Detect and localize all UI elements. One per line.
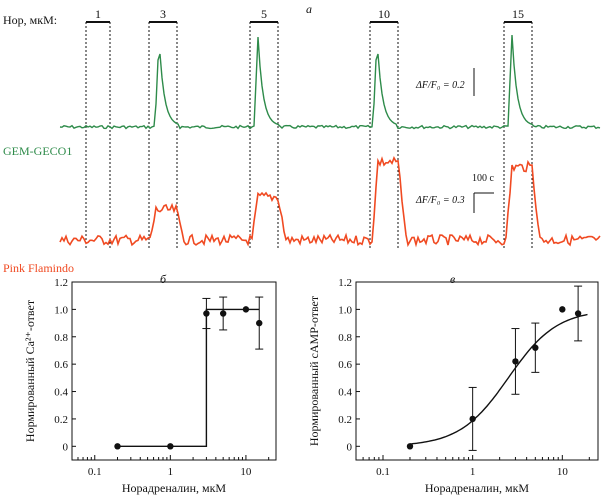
y-tick-label: 0.2 [54, 414, 68, 426]
x-axis-label: Норадреналин, мкМ [122, 481, 227, 495]
stimulus-label: 10 [378, 7, 390, 21]
data-point [219, 310, 227, 317]
data-point [256, 319, 263, 327]
pink-flamindo-label: Pink Flamindo [3, 261, 74, 275]
fit-curve [409, 313, 588, 445]
plot-frame [355, 281, 599, 461]
pink-flamindo-trace [59, 155, 601, 248]
data-point [406, 443, 414, 450]
data-point [574, 310, 582, 317]
scale-time-label: 100 с [472, 173, 495, 184]
y-tick-label: 0 [347, 441, 353, 453]
x-tick-label: 1 [470, 466, 476, 478]
stimulus-markers: 1 3 5 10 15 [85, 7, 533, 250]
y-tick-label: 1.0 [54, 304, 68, 316]
data-point [512, 358, 519, 365]
x-tick-label: 1 [168, 466, 174, 478]
y-axis-label: Нормированный cAMP-ответ [307, 295, 321, 446]
panel-c: в 0 0.2 0.4 0.6 0.8 1.0 1.2 0.1 1 10 Норадреналин,… [307, 272, 599, 495]
nor-label: Нор, мкМ: [3, 13, 57, 27]
y-tick-label: 0 [63, 441, 69, 453]
y-tick-label: 0.6 [338, 359, 352, 371]
y-tick-label: 0.6 [54, 359, 68, 371]
stimulus-label: 3 [160, 7, 166, 21]
x-tick-label: 10 [557, 466, 569, 478]
data-point [559, 306, 566, 313]
y-axis-label: Нормированный Ca²⁺-ответ [23, 299, 37, 442]
stimulus-label: 1 [95, 7, 101, 21]
panel-b: б 0 0.2 0.4 0.6 0.8 1.0 1.2 0.1 1 10 Норадреналин,… [23, 272, 277, 495]
y-tick-label: 1.0 [338, 304, 352, 316]
y-tick-label: 1.2 [54, 277, 68, 289]
data-point [469, 415, 476, 423]
y-tick-label: 0.4 [54, 387, 68, 399]
stimulus-label: 15 [512, 7, 524, 21]
y-tick-label: 0.8 [54, 332, 68, 344]
scale-green-label: ΔF/F₀ = 0.2 [415, 80, 465, 91]
x-tick-label: 0.1 [88, 466, 102, 478]
y-tick-label: 0.8 [338, 332, 352, 344]
plot-frame [71, 281, 277, 461]
scale-red-label: ΔF/F₀ = 0.3 [415, 195, 465, 206]
panel-b-label: б [160, 272, 167, 286]
stimulus-label: 5 [261, 7, 267, 21]
fit-curve [117, 308, 260, 447]
x-axis-label: Норадреналин, мкМ [425, 481, 530, 495]
x-tick-label: 10 [240, 466, 252, 478]
data-point [114, 443, 121, 450]
y-tick-label: 0.4 [338, 387, 352, 399]
data-point [203, 310, 210, 317]
panel-c-label: в [450, 272, 455, 286]
x-tick-label: 0.1 [376, 466, 390, 478]
gem-geco1-trace [59, 34, 601, 130]
data-point [167, 443, 174, 450]
panel-a-label: а [306, 2, 312, 16]
data-point [242, 306, 250, 313]
y-tick-label: 1.2 [338, 277, 352, 289]
gem-geco1-label: GEM-GECO1 [3, 144, 72, 158]
data-point [532, 344, 539, 351]
y-tick-label: 0.2 [338, 414, 352, 426]
